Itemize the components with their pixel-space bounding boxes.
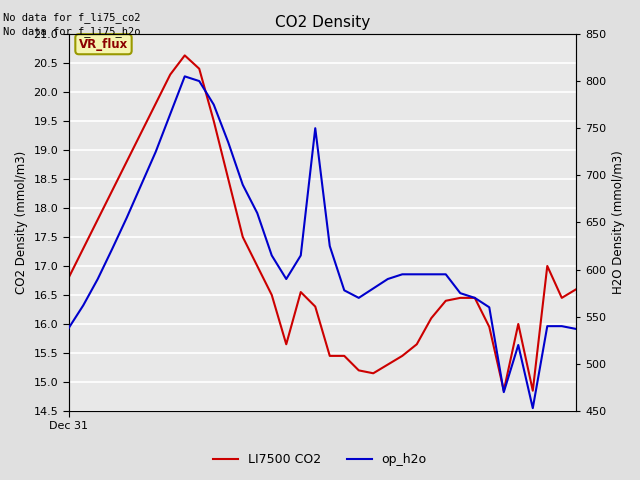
Text: No data for f_li75_co2: No data for f_li75_co2 [3,12,141,23]
Y-axis label: H2O Density (mmol/m3): H2O Density (mmol/m3) [612,151,625,294]
Legend: LI7500 CO2, op_h2o: LI7500 CO2, op_h2o [209,448,431,471]
Y-axis label: CO2 Density (mmol/m3): CO2 Density (mmol/m3) [15,151,28,294]
Text: No data for f_li75_h2o: No data for f_li75_h2o [3,26,141,37]
Title: CO2 Density: CO2 Density [275,15,370,30]
Text: VR_flux: VR_flux [79,38,128,51]
